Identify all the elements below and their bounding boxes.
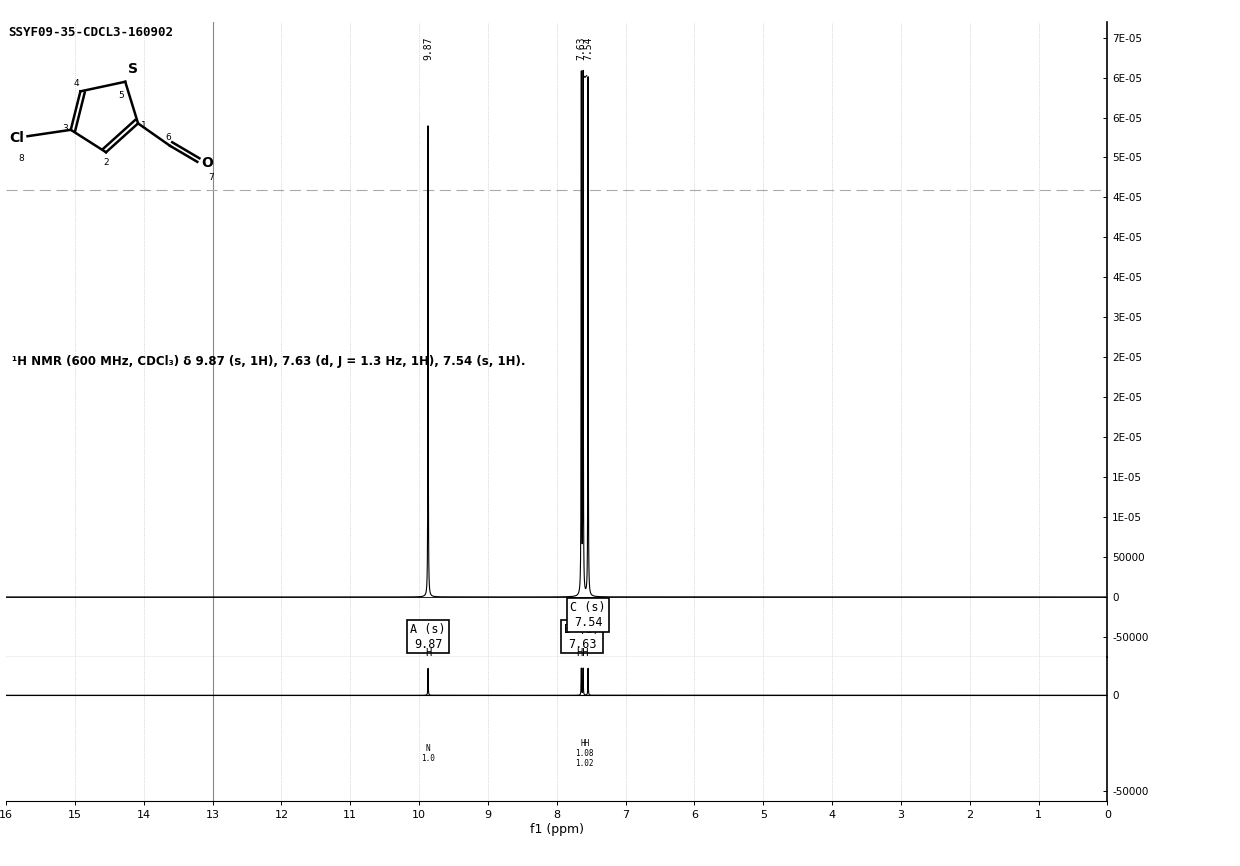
Text: 9.87: 9.87 bbox=[423, 36, 433, 60]
Text: 7: 7 bbox=[208, 173, 215, 182]
Text: ¹H NMR (600 MHz, CDCl₃) δ 9.87 (s, 1H), 7.63 (d, J = 1.3 Hz, 1H), 7.54 (s, 1H).: ¹H NMR (600 MHz, CDCl₃) δ 9.87 (s, 1H), … bbox=[11, 355, 526, 368]
Text: HH
1.08
1.02: HH 1.08 1.02 bbox=[575, 739, 594, 768]
Text: 2: 2 bbox=[103, 158, 109, 167]
Text: 1: 1 bbox=[140, 120, 146, 130]
Text: A (s)
9.87: A (s) 9.87 bbox=[410, 623, 446, 650]
Text: 3: 3 bbox=[62, 124, 67, 132]
X-axis label: f1 (ppm): f1 (ppm) bbox=[529, 823, 584, 836]
Text: S: S bbox=[128, 62, 138, 76]
Text: C (s)
7.54: C (s) 7.54 bbox=[570, 601, 606, 629]
Text: 5: 5 bbox=[118, 92, 124, 100]
Text: HH: HH bbox=[575, 648, 589, 658]
Text: Cl: Cl bbox=[10, 131, 25, 145]
Text: 8: 8 bbox=[19, 154, 24, 163]
Text: 4: 4 bbox=[73, 79, 79, 88]
Text: 7.63: 7.63 bbox=[577, 36, 587, 60]
Text: 6: 6 bbox=[166, 133, 171, 142]
Text: H: H bbox=[425, 648, 432, 658]
Text: O: O bbox=[201, 157, 213, 171]
Text: SSYF09-35-CDCL3-160902: SSYF09-35-CDCL3-160902 bbox=[9, 26, 174, 39]
Text: 7.54: 7.54 bbox=[584, 36, 594, 60]
Text: B (d)
7.63: B (d) 7.63 bbox=[564, 623, 600, 650]
Text: N
1.0: N 1.0 bbox=[422, 744, 435, 763]
